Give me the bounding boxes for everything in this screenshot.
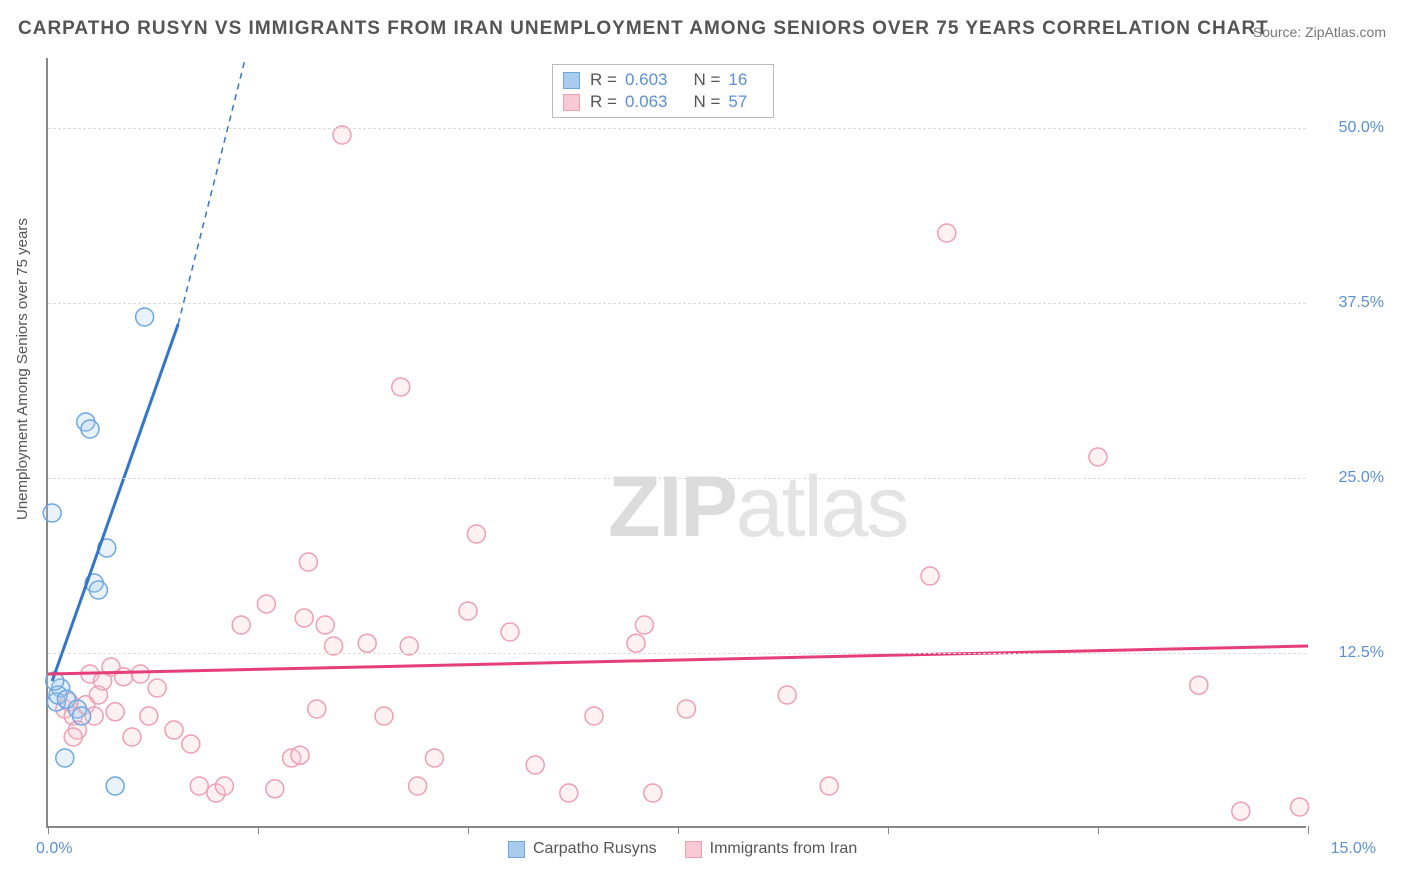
data-point xyxy=(467,525,485,543)
r-value-1: 0.603 xyxy=(625,70,668,90)
y-axis-label: Unemployment Among Seniors over 75 years xyxy=(14,218,31,520)
data-point xyxy=(459,602,477,620)
x-tick xyxy=(888,826,889,834)
data-point xyxy=(136,308,154,326)
data-point xyxy=(106,703,124,721)
trend-line xyxy=(48,646,1308,674)
data-point xyxy=(295,609,313,627)
scatter-plot-svg xyxy=(48,58,1306,826)
data-point xyxy=(1089,448,1107,466)
data-point xyxy=(1190,676,1208,694)
swatch-iran xyxy=(685,841,702,858)
data-point xyxy=(316,616,334,634)
plot-area: ZIPatlas R = 0.603 N = 16 R = 0.063 N = … xyxy=(46,58,1306,828)
correlation-row-1: R = 0.603 N = 16 xyxy=(563,69,763,91)
x-tick xyxy=(48,826,49,834)
data-point xyxy=(165,721,183,739)
y-tick-label: 25.0% xyxy=(1339,469,1384,487)
data-point xyxy=(526,756,544,774)
data-point xyxy=(43,504,61,522)
y-tick-label: 12.5% xyxy=(1339,644,1384,662)
data-point xyxy=(73,707,91,725)
gridline xyxy=(48,478,1306,479)
data-point xyxy=(392,378,410,396)
n-value-2: 57 xyxy=(728,92,747,112)
x-tick xyxy=(258,826,259,834)
chart-title: CARPATHO RUSYN VS IMMIGRANTS FROM IRAN U… xyxy=(18,18,1269,40)
y-tick-label: 37.5% xyxy=(1339,294,1384,312)
data-point xyxy=(1232,802,1250,820)
data-point xyxy=(921,567,939,585)
gridline xyxy=(48,303,1306,304)
legend-item-2: Immigrants from Iran xyxy=(685,840,858,858)
data-point xyxy=(358,634,376,652)
x-tick xyxy=(678,826,679,834)
x-tick xyxy=(1098,826,1099,834)
r-value-2: 0.063 xyxy=(625,92,668,112)
data-point xyxy=(627,634,645,652)
r-label: R = xyxy=(590,92,617,112)
data-point xyxy=(585,707,603,725)
data-point xyxy=(938,224,956,242)
legend-label-2: Immigrants from Iran xyxy=(710,840,858,858)
trend-line xyxy=(52,324,178,681)
data-point xyxy=(501,623,519,641)
data-point xyxy=(778,686,796,704)
data-point xyxy=(190,777,208,795)
correlation-row-2: R = 0.063 N = 57 xyxy=(563,91,763,113)
gridline xyxy=(48,128,1306,129)
swatch-carpatho xyxy=(508,841,525,858)
data-point xyxy=(820,777,838,795)
correlation-legend: R = 0.603 N = 16 R = 0.063 N = 57 xyxy=(552,64,774,118)
data-point xyxy=(56,749,74,767)
x-tick xyxy=(1308,826,1309,834)
n-label: N = xyxy=(693,92,720,112)
data-point xyxy=(644,784,662,802)
data-point xyxy=(140,707,158,725)
data-point xyxy=(425,749,443,767)
data-point xyxy=(299,553,317,571)
data-point xyxy=(1291,798,1309,816)
data-point xyxy=(106,777,124,795)
y-tick-label: 50.0% xyxy=(1339,119,1384,137)
data-point xyxy=(409,777,427,795)
data-point xyxy=(115,668,133,686)
series-legend: Carpatho Rusyns Immigrants from Iran xyxy=(508,840,857,858)
data-point xyxy=(266,780,284,798)
swatch-series-2 xyxy=(563,94,580,111)
data-point xyxy=(215,777,233,795)
trend-line-extension xyxy=(178,58,245,324)
x-tick xyxy=(468,826,469,834)
data-point xyxy=(89,581,107,599)
swatch-series-1 xyxy=(563,72,580,89)
n-label: N = xyxy=(693,70,720,90)
n-value-1: 16 xyxy=(728,70,747,90)
data-point xyxy=(291,746,309,764)
data-point xyxy=(635,616,653,634)
data-point xyxy=(148,679,166,697)
legend-item-1: Carpatho Rusyns xyxy=(508,840,657,858)
data-point xyxy=(123,728,141,746)
data-point xyxy=(81,420,99,438)
r-label: R = xyxy=(590,70,617,90)
source-label: Source: ZipAtlas.com xyxy=(1253,24,1386,40)
x-axis-label-start: 0.0% xyxy=(36,840,72,858)
data-point xyxy=(257,595,275,613)
data-point xyxy=(308,700,326,718)
data-point xyxy=(375,707,393,725)
data-point xyxy=(232,616,250,634)
gridline xyxy=(48,653,1306,654)
data-point xyxy=(182,735,200,753)
data-point xyxy=(131,665,149,683)
data-point xyxy=(677,700,695,718)
x-axis-label-end: 15.0% xyxy=(1331,840,1376,858)
legend-label-1: Carpatho Rusyns xyxy=(533,840,657,858)
data-point xyxy=(64,728,82,746)
data-point xyxy=(560,784,578,802)
